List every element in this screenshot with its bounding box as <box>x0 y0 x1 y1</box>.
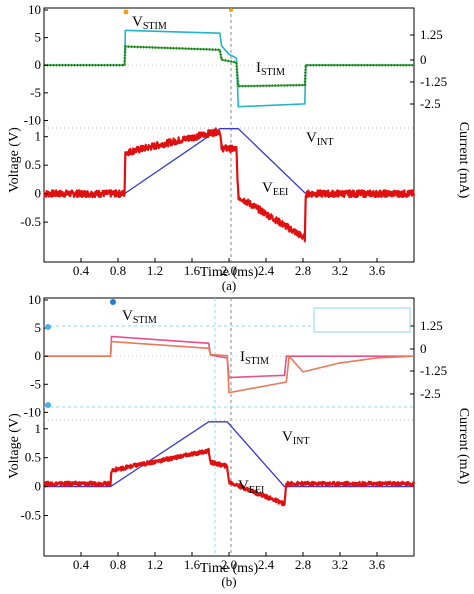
x-tick-label: 1.6 <box>184 557 201 572</box>
panel-b-cursor-a-marker <box>110 299 116 305</box>
y-tick-label: 1 <box>35 421 42 436</box>
x-tick-label: 0.8 <box>110 263 126 278</box>
y-tick-label: -5 <box>30 376 41 391</box>
y2-tick-label: -2.5 <box>420 96 441 111</box>
panel-b-vstim-label: VSTIM <box>122 308 157 326</box>
series-istim-trace <box>44 340 415 394</box>
panel-b-vint-label: VINT <box>282 429 310 447</box>
panel-a-vstim-label-sub: STIM <box>143 21 167 32</box>
panel-b-vstim-label-sub: STIM <box>133 315 157 326</box>
panel-b-istim-label-sub: STIM <box>245 356 269 367</box>
x-tick-label: 0.4 <box>73 557 90 572</box>
y2-tick-label: -1.25 <box>420 363 447 378</box>
series-veei-trace <box>42 447 416 507</box>
panel-a-y2label: Current (mA) <box>456 122 471 199</box>
y-tick-label: 10 <box>28 292 41 307</box>
panel-a-ylabel: Voltage (V) <box>7 127 22 193</box>
panel-a-vstim-label: VSTIM <box>132 14 167 32</box>
x-tick-label: 2.4 <box>258 263 275 278</box>
panel-b-frame <box>43 297 415 557</box>
panel-b-ticks: 0.4 0.8 1.2 1.6 2.0 2.4 2.8 3.2 3.6 10 5 0 -5 -10 1 0.5… <box>20 292 447 572</box>
panel-a-vint-label-main: V <box>306 130 317 146</box>
x-tick-label: 3.2 <box>332 557 348 572</box>
y2-tick-label: 0 <box>420 52 427 67</box>
panel-a-trigger-marker <box>123 9 129 15</box>
panel-b-readout-box <box>313 307 411 333</box>
y-tick-label: 0.5 <box>25 450 41 465</box>
y-tick-label: -0.5 <box>20 214 41 229</box>
x-tick-label: 1.2 <box>147 263 163 278</box>
y2-tick-label: -1.25 <box>420 74 447 89</box>
panel-b-istim-label: ISTIM <box>240 349 269 367</box>
panel-a-veei-label-sub: EEI <box>273 187 289 198</box>
y-tick-label: 5 <box>35 320 42 335</box>
panel-a-vstim-label-main: V <box>132 14 143 30</box>
panel-a-cursor-marker <box>229 8 233 12</box>
panel-b-caption: (b) <box>221 574 236 589</box>
y-tick-label: 0.5 <box>25 157 41 172</box>
y-tick-label: 0 <box>35 57 42 72</box>
y-tick-label: -0.5 <box>20 508 41 523</box>
x-tick-label: 0.4 <box>73 263 90 278</box>
x-tick-label: 3.6 <box>369 557 386 572</box>
panel-b-y2label: Current (mA) <box>456 408 471 485</box>
panel-b-istim-label-main: I <box>240 349 245 365</box>
panel-a-caption: (a) <box>222 278 236 293</box>
y-tick-label: -5 <box>30 85 41 100</box>
x-tick-label: 2.4 <box>258 557 275 572</box>
series-vstim-trace <box>44 29 414 108</box>
panel-a-xlabel: Time (ms) <box>200 265 259 280</box>
panel-a-vint-label: VINT <box>306 130 334 148</box>
y2-tick-label: 0 <box>420 341 427 356</box>
panel-a-ticks: 0.4 0.8 1.2 1.6 2.0 2.4 2.8 3.2 3.6 10 5 0 -5 -10 1 0.5… <box>20 2 447 278</box>
x-tick-label: 1.6 <box>184 263 201 278</box>
panel-b-veei-label-sub: EEI <box>249 485 265 496</box>
y-tick-label: 10 <box>28 2 41 17</box>
panel-b-vstim-label-main: V <box>122 308 133 324</box>
series-istim-trace <box>44 45 414 88</box>
panel-b-vint-label-sub: INT <box>293 436 310 447</box>
panel-a-veei-label-main: V <box>262 180 273 196</box>
x-tick-label: 3.2 <box>332 263 348 278</box>
x-tick-label: 2.8 <box>295 263 311 278</box>
panel-b-cursor-c-marker <box>45 402 51 408</box>
panel-b-ylabel: Voltage (V) <box>7 413 22 479</box>
panel-b-cursor-b-marker <box>45 324 51 330</box>
series-vint-trace <box>44 421 414 488</box>
panel-b-series <box>42 335 416 507</box>
y-tick-label: -10 <box>24 404 41 419</box>
y2-tick-label: 1.25 <box>420 27 443 42</box>
panel-a-istim-label-main: I <box>256 60 261 76</box>
panel-a-series <box>43 29 416 243</box>
y-tick-label: 0 <box>35 479 42 494</box>
x-tick-label: 2.8 <box>295 557 311 572</box>
panel-a-veei-label: VEEI <box>262 180 288 198</box>
y-tick-label: 5 <box>35 30 42 45</box>
panel-b-xlabel: Time (ms) <box>200 561 259 576</box>
panel-a: 0.4 0.8 1.2 1.6 2.0 2.4 2.8 3.2 3.6 10 5 0 -5 -10 1 0.5… <box>7 2 471 293</box>
y2-tick-label: -2.5 <box>420 386 441 401</box>
panel-b-vint-label-main: V <box>282 429 293 445</box>
y2-tick-label: 1.25 <box>420 318 443 333</box>
series-veei-trace <box>43 127 416 243</box>
y-tick-label: 0 <box>35 186 42 201</box>
x-tick-label: 0.8 <box>110 557 126 572</box>
x-tick-label: 3.6 <box>369 263 386 278</box>
x-tick-label: 2.0 <box>221 557 237 572</box>
y-tick-label: -10 <box>24 112 41 127</box>
panel-b-veei-label-main: V <box>238 478 249 494</box>
panel-a-frame <box>43 7 415 263</box>
x-tick-label: 2.0 <box>221 263 237 278</box>
y-tick-label: 1 <box>35 129 42 144</box>
panel-a-istim-label-sub: STIM <box>261 67 285 78</box>
panel-b-veei-label: VEEI <box>238 478 264 496</box>
panel-a-vint-label-sub: INT <box>317 137 334 148</box>
x-tick-label: 1.2 <box>147 557 163 572</box>
panel-b: 0.4 0.8 1.2 1.6 2.0 2.4 2.8 3.2 3.6 10 5 0 -5 -10 1 0.5… <box>7 292 471 589</box>
y-tick-label: 0 <box>35 348 42 363</box>
panel-a-istim-label: ISTIM <box>256 60 285 78</box>
